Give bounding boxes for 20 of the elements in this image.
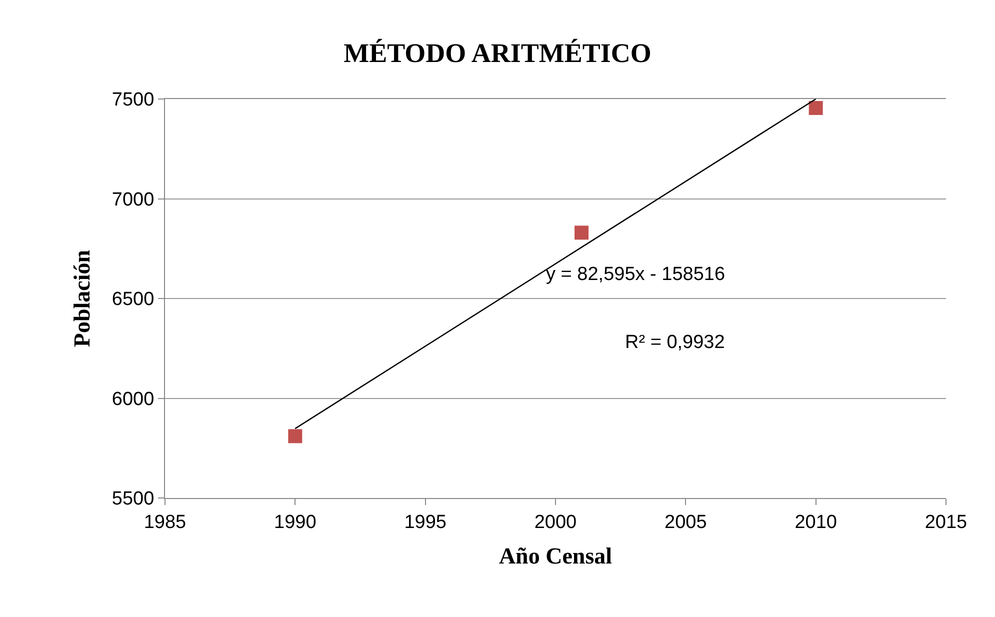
y-tick-label: 7000 [112, 189, 154, 210]
x-tick-label: 2005 [664, 512, 707, 533]
chart-title: MÉTODO ARITMÉTICO [344, 38, 652, 68]
y-axis-title: Población [69, 250, 94, 348]
point [288, 429, 302, 444]
x-tick-label: 1990 [274, 512, 316, 533]
x-axis-title: Año Censal [498, 543, 612, 568]
annotation: R² = 0,9932 [625, 332, 725, 353]
y-tick-label: 6000 [112, 388, 154, 410]
point [574, 226, 589, 240]
x-tick-label: 1985 [144, 512, 186, 533]
point [808, 100, 823, 115]
x-tick-label: 2010 [794, 512, 837, 533]
x-tick-label: 1995 [404, 512, 446, 533]
x-tick-label: 2015 [924, 512, 968, 533]
y-tick-label: 5500 [112, 488, 154, 510]
y-tick-label: 7500 [112, 90, 154, 111]
y-tick-label: 6500 [112, 289, 154, 310]
x-tick-label: 2000 [534, 512, 577, 533]
annotation: y = 82,595x - 158516 [546, 264, 726, 285]
